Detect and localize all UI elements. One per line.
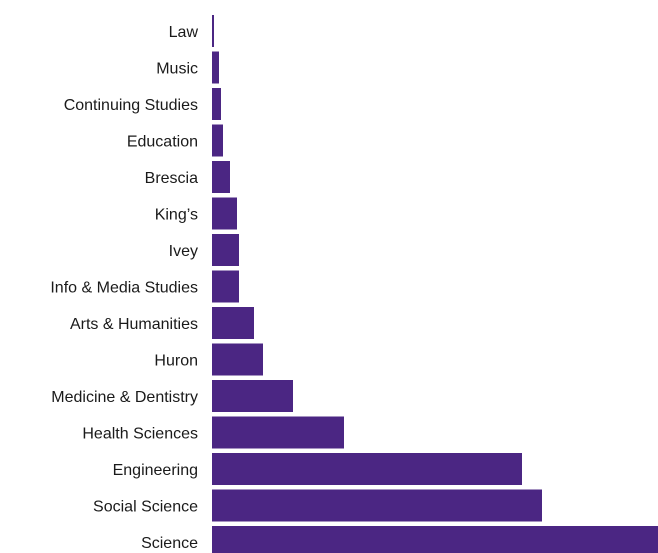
bar-arts-humanities [212,307,254,339]
category-label: Science [141,535,198,552]
category-label: King’s [155,207,198,224]
category-label: Social Science [93,499,198,516]
category-label: Ivey [169,243,198,260]
bar-continuing-studies [212,88,221,120]
category-labels-group: Law Music Continuing Studies Education Bresc… [50,24,198,552]
category-label: Health Sciences [82,426,198,443]
bar-law [212,15,214,47]
bar-ivey [212,234,239,266]
category-label: Brescia [145,170,198,187]
bar-music [212,51,219,84]
category-label: Info & Media Studies [50,280,198,297]
bar-brescia [212,161,230,193]
bar-medicine-dentistry [212,380,293,412]
bar-info-media-studies [212,270,239,303]
category-label: Engineering [113,462,198,479]
bar-health-sciences [212,416,344,449]
bar-king-s [212,197,237,230]
category-label: Music [156,61,198,78]
bar-engineering [212,453,522,485]
category-label: Continuing Studies [64,97,198,114]
category-label: Arts & Humanities [70,316,198,333]
bars-group [212,15,658,553]
category-label: Law [169,24,199,41]
category-label: Huron [154,353,198,370]
bar-education [212,124,223,157]
bar-science [212,526,658,553]
bar-huron [212,343,263,376]
bar-social-science [212,489,542,522]
category-label: Education [127,134,198,151]
category-label: Medicine & Dentistry [51,389,198,406]
